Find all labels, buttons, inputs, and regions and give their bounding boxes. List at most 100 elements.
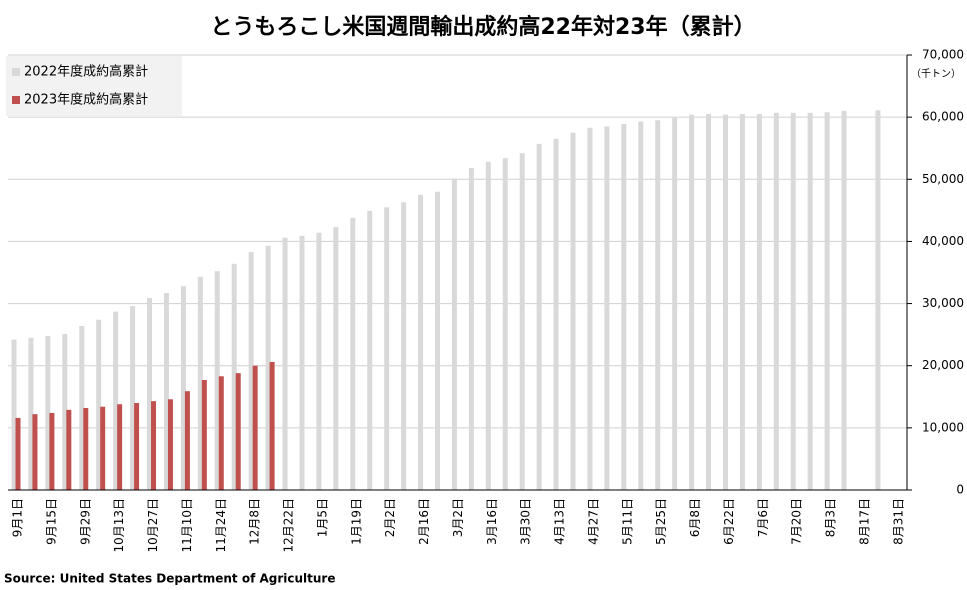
- x-tick-label: 8月31日: [891, 498, 905, 545]
- y-unit: （千トン）: [911, 68, 961, 80]
- bar: [265, 245, 271, 490]
- bar: [536, 143, 542, 490]
- x-tick-label: 8月17日: [858, 498, 872, 545]
- bar: [384, 207, 390, 490]
- bar: [824, 112, 830, 491]
- bar: [790, 112, 796, 491]
- bar: [163, 293, 169, 490]
- x-tick-label: 12月8日: [248, 498, 262, 545]
- bar: [401, 202, 407, 490]
- bar: [367, 210, 373, 490]
- bar: [604, 126, 610, 490]
- bar: [151, 401, 157, 490]
- bar: [147, 297, 153, 490]
- x-tick-label: 10月13日: [112, 498, 126, 553]
- bar: [130, 306, 136, 490]
- bar: [655, 120, 661, 490]
- legend-box: [6, 56, 182, 116]
- bar: [468, 168, 474, 490]
- bar: [248, 251, 254, 490]
- y-tick-label: 20,000: [922, 358, 964, 372]
- legend-swatch: [12, 96, 20, 104]
- bar: [519, 153, 525, 490]
- x-tick-label: 10月27日: [146, 498, 160, 553]
- bar: [587, 127, 593, 490]
- bar: [333, 227, 339, 490]
- x-tick-label: 4月27日: [586, 498, 600, 545]
- x-tick-label: 4月13日: [553, 498, 567, 545]
- chart-title: とうもろこし米国週間輸出成約高22年対23年（累計）: [210, 14, 755, 40]
- bar: [316, 232, 322, 490]
- bar: [570, 132, 576, 490]
- bar: [32, 414, 38, 490]
- bar: [100, 406, 106, 490]
- bar: [756, 114, 762, 491]
- y-tick-label: 30,000: [922, 296, 964, 310]
- bar: [269, 361, 275, 490]
- bar: [252, 365, 258, 490]
- x-tick-label: 5月11日: [620, 498, 634, 545]
- x-tick-label: 1月19日: [349, 498, 363, 545]
- bar: [807, 112, 813, 491]
- bar: [875, 110, 881, 491]
- bar: [15, 417, 21, 490]
- bar: [299, 235, 305, 490]
- bar: [350, 217, 356, 491]
- y-tick-label: 50,000: [922, 172, 964, 186]
- bar: [28, 337, 34, 490]
- bar: [167, 399, 173, 490]
- x-tick-label: 6月22日: [722, 498, 736, 545]
- bar: [134, 403, 140, 490]
- bar: [184, 391, 190, 490]
- bar: [282, 237, 288, 490]
- bar: [113, 311, 119, 490]
- x-tick-label: 9月1日: [11, 498, 25, 537]
- bar: [180, 286, 186, 490]
- bar: [197, 276, 203, 490]
- y-tick-label: 40,000: [922, 234, 964, 248]
- source: Source: United States Department of Agri…: [4, 572, 336, 586]
- y-tick-label: 10,000: [922, 420, 964, 434]
- bar: [49, 412, 55, 490]
- bar: [553, 138, 559, 490]
- x-tick-label: 3月30日: [519, 498, 533, 545]
- legend-swatch: [12, 68, 20, 76]
- y-tick-label: 70,000: [922, 48, 964, 62]
- bar: [451, 178, 457, 490]
- bar: [621, 123, 627, 490]
- bar: [706, 114, 712, 491]
- x-tick-label: 6月8日: [688, 498, 702, 537]
- bar: [435, 191, 440, 490]
- bar: [638, 121, 644, 490]
- bar: [722, 114, 728, 491]
- bar: [235, 373, 241, 490]
- bar: [218, 376, 224, 490]
- bar: [502, 158, 508, 490]
- x-tick-label: 1月5日: [315, 498, 329, 537]
- bar: [672, 117, 678, 490]
- x-tick-label: 3月2日: [451, 498, 465, 537]
- bar: [45, 335, 51, 490]
- bar: [96, 319, 102, 490]
- y-tick-label: 60,000: [922, 110, 964, 124]
- x-tick-label: 11月10日: [180, 498, 194, 553]
- x-tick-label: 7月20日: [790, 498, 804, 545]
- legend-label: 2023年度成約高累計: [24, 92, 148, 108]
- bar: [11, 339, 17, 490]
- x-tick-label: 3月16日: [485, 498, 499, 545]
- bar: [117, 404, 123, 490]
- bar: [214, 271, 220, 490]
- bar: [773, 112, 779, 491]
- x-tick-label: 9月15日: [44, 498, 58, 545]
- bar: [485, 161, 491, 490]
- bar: [418, 194, 424, 491]
- bar: [83, 407, 89, 490]
- bar: [231, 263, 237, 490]
- bar: [62, 334, 68, 490]
- y-tick-label: 0: [956, 483, 964, 497]
- x-tick-label: 2月16日: [417, 498, 431, 545]
- bar: [739, 114, 745, 491]
- bar: [841, 110, 847, 490]
- x-tick-label: 12月22日: [282, 498, 296, 553]
